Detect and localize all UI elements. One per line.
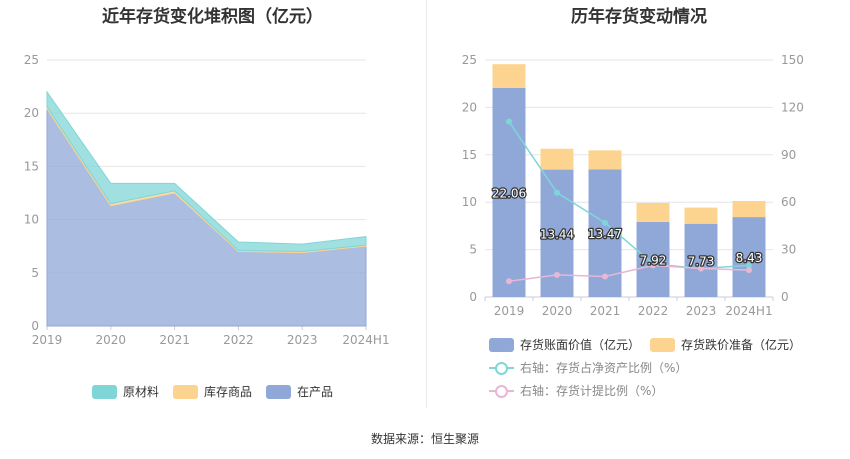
y-tick-label: 10	[24, 213, 39, 227]
y2-tick-label: 30	[781, 243, 796, 257]
line-point	[554, 189, 560, 196]
bar-data-label: 13.47	[588, 227, 622, 241]
y-tick-label: 20	[462, 100, 477, 114]
legend-label: 右轴：存货计提比例（%）	[520, 384, 664, 398]
y-tick-label: 15	[24, 159, 39, 173]
legend-label: 原材料	[123, 385, 160, 399]
x-tick-label: 2019	[32, 333, 63, 347]
y-tick-label: 5	[469, 243, 477, 257]
y2-tick-label: 60	[781, 195, 796, 209]
line-右轴：存货计提比例（%）	[508, 264, 750, 282]
line-point	[650, 262, 656, 269]
legend-swatch	[489, 337, 514, 352]
right-chart-panel: 历年存货变动情况 0 5 10 15 20 25 0 30 60 90 120 150 2019 2020…	[428, 0, 850, 420]
y2-tick-label: 90	[781, 148, 796, 162]
x-tick-label: 2022	[223, 333, 254, 347]
x-tick-label: 2024H1	[342, 333, 389, 347]
area-原材料	[46, 90, 367, 253]
legend-label: 存货账面价值（亿元）	[520, 338, 641, 352]
bar-存货跌价准备（亿元）	[588, 150, 622, 170]
legend-swatch	[92, 384, 117, 399]
bar-data-label: 13.44	[540, 227, 574, 241]
line-point	[506, 118, 512, 125]
stacked-area-chart: 0 5 10 15 20 25 2019 2020 2021 2022 2023 2024H1	[24, 53, 390, 347]
bar-data-label: 7.92	[640, 253, 667, 267]
x-tick-label: 2022	[638, 304, 669, 318]
legend-label: 右轴：存货占净资产比例（%）	[520, 361, 688, 375]
y-tick-label: 15	[462, 148, 477, 162]
y2-tick-label: 120	[781, 100, 804, 114]
bar-data-label: 7.73	[688, 254, 715, 268]
x-tick-label: 2020	[542, 304, 573, 318]
legend-item[interactable]: 存货跌价准备（亿元）	[650, 336, 801, 353]
bar-存货账面价值（亿元）	[684, 223, 718, 297]
bar-存货跌价准备（亿元）	[540, 148, 574, 170]
legend-swatch	[173, 384, 198, 399]
bar-存货跌价准备（亿元）	[636, 202, 670, 222]
legend-line-marker	[489, 361, 514, 375]
left-chart-title: 近年存货变化堆积图（亿元）	[102, 7, 323, 27]
y-tick-label: 5	[31, 266, 39, 280]
legend-item[interactable]: 右轴：存货占净资产比例（%）	[489, 359, 687, 376]
y-tick-label: 25	[24, 53, 39, 67]
legend-item[interactable]: 右轴：存货计提比例（%）	[489, 382, 663, 399]
legend-marker	[495, 361, 508, 375]
line-point	[554, 271, 560, 278]
bar-存货跌价准备（亿元）	[492, 64, 526, 88]
y-tick-label: 10	[462, 195, 477, 209]
x-tick-label: 2023	[686, 304, 717, 318]
panel-divider	[426, 0, 427, 408]
legend-item[interactable]: 在产品	[266, 383, 333, 400]
line-point	[506, 278, 512, 285]
data-source-note: 数据来源：恒生聚源	[370, 432, 479, 446]
legend-item[interactable]: 原材料	[92, 383, 159, 400]
y-tick-label: 25	[462, 53, 477, 67]
bar-存货账面价值（亿元）	[732, 217, 766, 297]
x-tick-label: 2024H1	[725, 304, 772, 318]
y-tick-label: 0	[31, 319, 39, 333]
legend-marker	[495, 384, 508, 398]
x-tick-label: 2021	[159, 333, 190, 347]
line-point	[746, 267, 752, 274]
legend-label: 存货跌价准备（亿元）	[681, 338, 802, 352]
x-tick-label: 2019	[494, 304, 525, 318]
line-右轴：存货占净资产比例（%）	[508, 121, 750, 270]
line-point	[698, 265, 704, 272]
legend-label: 在产品	[297, 385, 334, 399]
legend-item[interactable]: 存货账面价值（亿元）	[489, 336, 640, 353]
x-tick-label: 2020	[96, 333, 127, 347]
legend-label: 库存商品	[204, 385, 253, 399]
x-tick-label: 2021	[590, 304, 621, 318]
bar-data-label: 22.06	[492, 186, 526, 200]
y-tick-label: 20	[24, 106, 39, 120]
legend-swatch	[266, 384, 291, 399]
right-chart-title: 历年存货变动情况	[571, 7, 707, 27]
y2-tick-label: 0	[781, 290, 789, 304]
legend-item[interactable]: 库存商品	[173, 383, 252, 400]
bar-存货账面价值（亿元）	[636, 221, 670, 297]
legend-swatch	[650, 337, 675, 352]
y-tick-label: 0	[469, 290, 477, 304]
bar-存货跌价准备（亿元）	[732, 200, 766, 218]
line-point	[602, 273, 608, 280]
legend-line-marker	[489, 384, 514, 398]
line-point	[602, 219, 608, 226]
bar-存货跌价准备（亿元）	[684, 207, 718, 224]
y2-tick-label: 150	[781, 53, 804, 67]
x-tick-label: 2023	[287, 333, 318, 347]
bar-data-label: 8.43	[736, 251, 763, 265]
left-chart-panel: 近年存货变化堆积图（亿元） 0 5 10 15 20 25 2019 2020 2021 2022…	[0, 0, 425, 420]
inventory-bar-line-chart: 0 5 10 15 20 25 0 30 60 90 120 150 2019 2020 2021 2022 2…	[462, 53, 804, 318]
